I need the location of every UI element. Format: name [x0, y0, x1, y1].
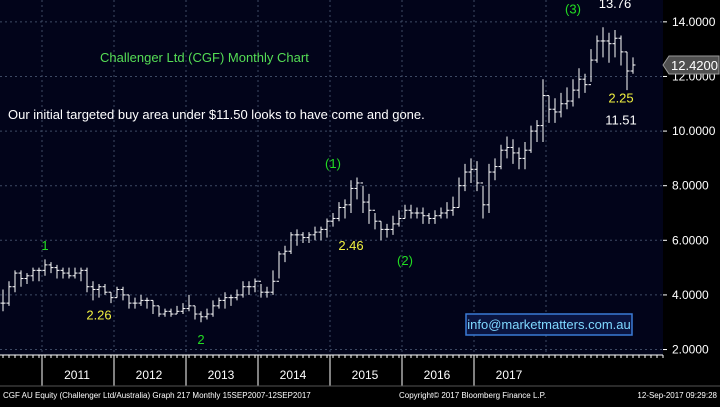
footer-left: CGF AU Equity (Challenger Ltd/Australia)… — [3, 391, 311, 400]
x-tick-label: 2016 — [424, 368, 451, 382]
chart-title: Challenger Ltd (CGF) Monthly Chart — [100, 50, 309, 65]
y-tick-label: 2.0000 — [672, 343, 709, 357]
y-tick-label: 8.0000 — [672, 179, 709, 193]
annotation-label: 11.51 — [605, 112, 637, 127]
footer-center: Copyright© 2017 Bloomberg Finance L.P. — [399, 391, 546, 400]
footer-right: 12-Sep-2017 09:29:28 — [637, 391, 717, 400]
annotation-label: (3) — [565, 2, 581, 17]
x-tick-label: 2013 — [208, 368, 235, 382]
annotation-label: 2 — [197, 332, 204, 347]
annotation-label: 1 — [41, 238, 48, 253]
annotation-label: 13.76 — [599, 0, 632, 11]
footer-bar — [0, 386, 720, 402]
x-tick-label: 2015 — [352, 368, 379, 382]
x-tick-label: 2017 — [496, 368, 523, 382]
chart-subtitle: Our initial targeted buy area under $11.… — [8, 107, 425, 122]
x-tick-label: 2014 — [280, 368, 307, 382]
y-tick-label: 4.0000 — [672, 288, 709, 302]
x-tick-label: 2011 — [64, 368, 90, 382]
last-price-label: 12.4200 — [671, 58, 718, 73]
annotation-label: (2) — [397, 253, 413, 268]
y-tick-label: 14.0000 — [672, 15, 716, 29]
annotation-label: 2.46 — [338, 238, 363, 253]
watermark-text: info@marketmatters.com.au — [467, 317, 630, 332]
x-tick-label: 2012 — [136, 368, 163, 382]
annotation-label: 2.25 — [608, 90, 633, 105]
x-axis-band — [0, 355, 720, 386]
watermark-box — [465, 313, 633, 336]
annotation-label: 2.26 — [86, 308, 111, 323]
last-price-box — [662, 55, 720, 75]
annotation-label: (1) — [325, 156, 341, 171]
y-tick-label: 10.0000 — [672, 124, 716, 138]
y-tick-label: 6.0000 — [672, 233, 709, 247]
